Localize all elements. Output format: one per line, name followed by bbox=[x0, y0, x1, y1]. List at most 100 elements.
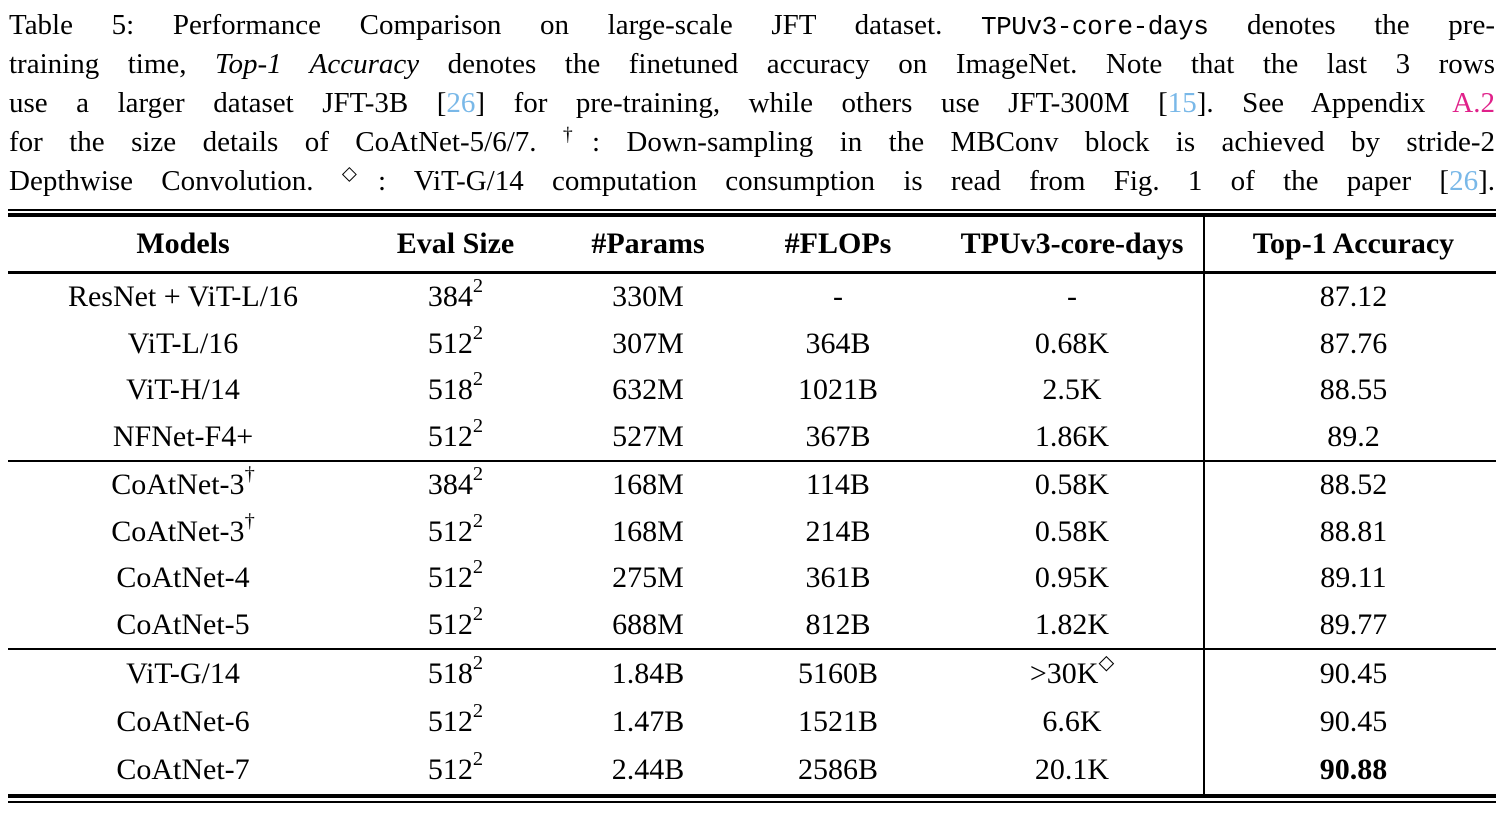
citation-link[interactable]: 26 bbox=[446, 87, 476, 119]
column-header-models: Models bbox=[136, 227, 230, 260]
caption-line: use a larger dataset JFT-3B [26] for pre… bbox=[9, 84, 1495, 123]
table-cell: CoAtNet-3† bbox=[111, 463, 255, 502]
table-cell: 168M bbox=[612, 468, 684, 502]
table-cell: 87.76 bbox=[1319, 326, 1388, 360]
table-cell: 527M bbox=[612, 419, 684, 453]
table-cell: CoAtNet-4 bbox=[116, 561, 250, 595]
paper-page: Table 5: Performance Comparison on large… bbox=[0, 6, 1504, 818]
table-cell: 688M bbox=[612, 607, 684, 641]
caption-text: denotes the pre- bbox=[1208, 9, 1495, 41]
table-cell: ViT-L/16 bbox=[127, 326, 239, 360]
table-cell: - bbox=[1067, 280, 1077, 314]
header-separator-rule bbox=[8, 271, 1496, 274]
table-cell: CoAtNet-3† bbox=[111, 509, 255, 548]
table-cell: 1.86K bbox=[1034, 419, 1110, 453]
table-cell: 88.52 bbox=[1319, 468, 1388, 502]
table-cell: 0.68K bbox=[1034, 326, 1110, 360]
table-cell: NFNet-F4+ bbox=[112, 419, 254, 453]
table-cell: 89.11 bbox=[1320, 561, 1387, 595]
caption-text: : Down-sampling in the MBConv block is a… bbox=[591, 126, 1495, 158]
caption-text: Depthwise Convolution. bbox=[9, 165, 342, 197]
table-row: CoAtNet-5 5122 688M 812B 1.82K 89.77 bbox=[8, 602, 1496, 649]
table-cell: 1021B bbox=[797, 373, 878, 407]
citation-link[interactable]: 15 bbox=[1167, 87, 1197, 119]
table-top-rule bbox=[8, 209, 1496, 217]
caption-line: Table 5: Performance Comparison on large… bbox=[9, 6, 1495, 45]
table-row: CoAtNet-3† 5122 168M 214B 0.58K 88.81 bbox=[8, 509, 1496, 556]
table-cell: 90.88 bbox=[1319, 753, 1388, 786]
table-caption: Table 5: Performance Comparison on large… bbox=[9, 6, 1495, 201]
table-cell: 5122 bbox=[427, 699, 484, 738]
table-cell: 5122 bbox=[427, 747, 484, 786]
table-cell: CoAtNet-5 bbox=[116, 607, 250, 641]
table-row: NFNet-F4+ 5122 527M 367B 1.86K 89.2 bbox=[8, 414, 1496, 461]
table-cell: 5122 bbox=[427, 414, 484, 453]
citation-link[interactable]: 26 bbox=[1449, 165, 1479, 197]
caption-text: for the size details of CoAtNet-5/6/7. bbox=[9, 126, 563, 158]
caption-text: ◇ bbox=[341, 162, 378, 185]
caption-text: use a larger dataset JFT-3B [ bbox=[9, 87, 447, 119]
table-cell: 90.45 bbox=[1319, 705, 1388, 738]
table-cell: 87.12 bbox=[1319, 280, 1388, 314]
table-cell: 632M bbox=[612, 373, 684, 407]
table-cell: 114B bbox=[806, 468, 870, 502]
table-cell: >30K◇ bbox=[1029, 651, 1115, 690]
table-cell: 1.47B bbox=[611, 705, 685, 738]
table-bottom-rule bbox=[8, 794, 1496, 803]
group-separator-rule bbox=[8, 460, 1496, 462]
table-cell: CoAtNet-6 bbox=[116, 705, 250, 738]
caption-text: † bbox=[562, 123, 592, 146]
table-group: CoAtNet-3† 3842 168M 114B 0.58K 88.52 CoAtNet-… bbox=[8, 462, 1496, 648]
table-cell: 5122 bbox=[427, 602, 484, 641]
table-cell: 0.58K bbox=[1034, 514, 1110, 548]
table-cell: 1.82K bbox=[1034, 607, 1110, 641]
caption-line: Depthwise Convolution. ◇: ViT-G/14 compu… bbox=[9, 162, 1495, 201]
table-cell: 0.95K bbox=[1034, 561, 1110, 595]
table-cell: 214B bbox=[805, 514, 871, 548]
table-cell: CoAtNet-7 bbox=[116, 753, 250, 786]
caption-text: ]. bbox=[1478, 165, 1496, 197]
table-cell: 2586B bbox=[797, 753, 878, 786]
column-header-top1-acc: Top-1 Accuracy bbox=[1252, 227, 1455, 260]
table-row: ViT-H/14 5182 632M 1021B 2.5K 88.55 bbox=[8, 367, 1496, 414]
table-cell: ViT-H/14 bbox=[126, 373, 240, 407]
table-cell: 1521B bbox=[797, 705, 878, 738]
table-cell: 168M bbox=[612, 514, 684, 548]
table-row: ViT-L/16 5122 307M 364B 0.68K 87.76 bbox=[8, 321, 1496, 368]
table-cell: 2.5K bbox=[1042, 373, 1102, 407]
caption-text: Table 5: Performance Comparison on large… bbox=[9, 9, 981, 41]
caption-line: training time, Top-1 Accuracy denotes th… bbox=[9, 45, 1495, 84]
table-cell: 330M bbox=[612, 280, 684, 314]
group-separator-rule bbox=[8, 648, 1496, 650]
table-row: CoAtNet-6 5122 1.47B 1521B 6.6K 90.45 bbox=[8, 698, 1496, 746]
table-cell: 3842 bbox=[427, 463, 484, 502]
table-cell: 6.6K bbox=[1042, 705, 1102, 738]
caption-text: Top-1 Accuracy bbox=[215, 48, 420, 80]
table-cell: 90.45 bbox=[1319, 657, 1388, 690]
column-header-flops: #FLOPs bbox=[784, 227, 892, 260]
table-cell: 88.81 bbox=[1319, 514, 1388, 548]
table-cell: 275M bbox=[612, 561, 684, 595]
table-cell: 88.55 bbox=[1319, 373, 1388, 407]
table-row: ResNet + ViT-L/16 3842 330M - - 87.12 bbox=[8, 274, 1496, 321]
table-cell: 5122 bbox=[427, 321, 484, 360]
table-cell: 3842 bbox=[427, 275, 484, 314]
appendix-link[interactable]: A.2 bbox=[1452, 87, 1495, 119]
table-cell: 20.1K bbox=[1034, 753, 1110, 786]
table-cell: ResNet + ViT-L/16 bbox=[67, 280, 299, 314]
table-row: CoAtNet-7 5122 2.44B 2586B 20.1K 90.88 bbox=[8, 746, 1496, 794]
caption-text: ]. See Appendix bbox=[1196, 87, 1453, 119]
column-header-params: #Params bbox=[591, 227, 705, 260]
table-cell: 367B bbox=[805, 419, 871, 453]
table-cell: 361B bbox=[805, 561, 871, 595]
table-cell: 5182 bbox=[427, 368, 484, 407]
table-cell: 89.77 bbox=[1319, 607, 1388, 641]
table-cell: 307M bbox=[612, 326, 684, 360]
table-group: ResNet + ViT-L/16 3842 330M - - 87.12 ViT-L/16… bbox=[8, 274, 1496, 460]
column-header-eval-size: Eval Size bbox=[396, 227, 515, 260]
table-cell: 0.58K bbox=[1034, 468, 1110, 502]
table-cell: 812B bbox=[805, 607, 871, 641]
caption-text: denotes the finetuned accuracy on ImageN… bbox=[419, 48, 1495, 80]
table-header-row: Models Eval Size #Params #FLOPs TPUv3-co… bbox=[8, 217, 1496, 271]
table-cell: 364B bbox=[805, 326, 871, 360]
